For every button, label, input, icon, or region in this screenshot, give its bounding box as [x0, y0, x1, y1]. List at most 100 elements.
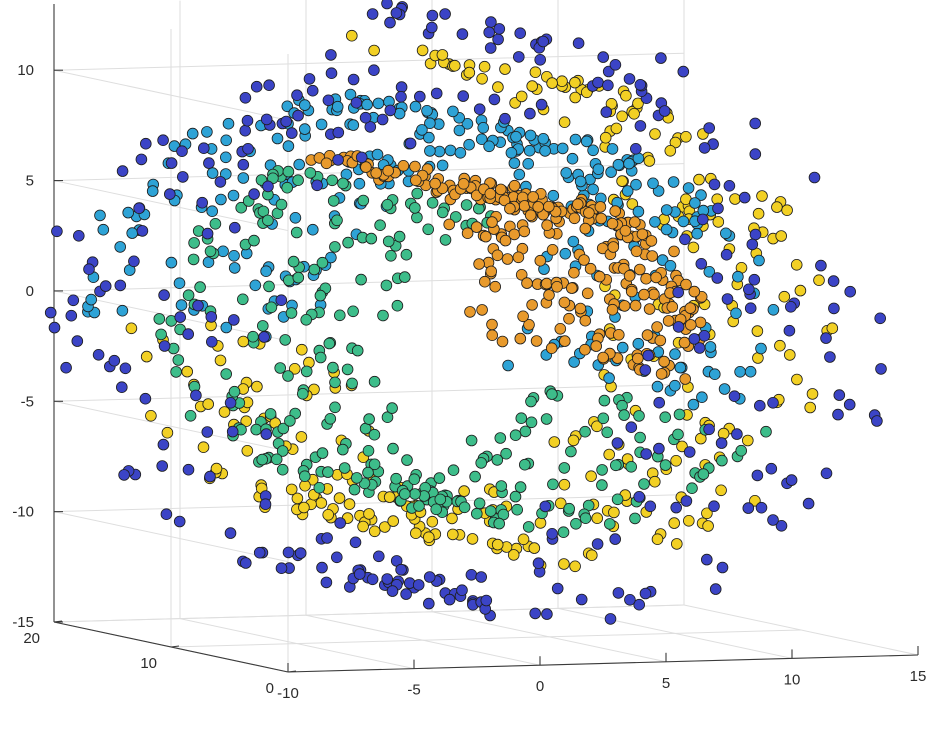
data-point: [807, 389, 818, 400]
data-point: [605, 614, 616, 625]
data-point: [261, 429, 272, 440]
data-point: [459, 502, 470, 513]
data-point: [455, 147, 466, 158]
data-point: [649, 289, 660, 300]
data-point: [458, 178, 469, 189]
data-point: [559, 117, 570, 128]
data-point: [444, 219, 455, 230]
data-point: [635, 432, 646, 443]
data-point: [423, 532, 434, 543]
data-point: [52, 226, 63, 237]
data-point: [394, 231, 405, 242]
data-point: [655, 335, 666, 346]
data-point: [624, 270, 635, 281]
data-point: [293, 175, 304, 186]
data-point: [792, 374, 803, 385]
data-point: [321, 158, 332, 169]
data-point: [756, 343, 767, 354]
data-point: [827, 323, 838, 334]
data-point: [542, 220, 553, 231]
data-point: [467, 534, 478, 545]
data-point: [733, 271, 744, 282]
data-point: [530, 67, 541, 78]
data-point: [637, 229, 648, 240]
data-point: [593, 77, 604, 88]
data-point: [385, 105, 396, 116]
data-point: [283, 141, 294, 152]
data-point: [510, 430, 521, 441]
data-point: [251, 424, 262, 435]
data-point: [559, 336, 570, 347]
data-point: [283, 547, 294, 558]
data-point: [607, 218, 618, 229]
data-point: [396, 82, 407, 93]
data-point: [321, 577, 332, 588]
data-point: [140, 138, 151, 149]
data-point: [570, 134, 581, 145]
data-point: [72, 336, 83, 347]
data-point: [617, 342, 628, 353]
data-point: [240, 125, 251, 136]
data-point: [352, 345, 363, 356]
data-point: [471, 222, 482, 233]
data-point: [610, 59, 621, 70]
data-point: [703, 521, 714, 532]
data-point: [378, 310, 389, 321]
data-point: [547, 389, 558, 400]
data-point: [158, 439, 169, 450]
data-point: [332, 101, 343, 112]
data-point: [356, 152, 367, 163]
data-point: [369, 376, 380, 387]
data-point: [377, 114, 388, 125]
data-point: [671, 455, 682, 466]
data-point: [511, 131, 522, 142]
data-point: [705, 342, 716, 353]
data-point: [314, 482, 325, 493]
data-point: [736, 445, 747, 456]
data-point: [364, 509, 375, 520]
data-point: [373, 551, 384, 562]
data-point: [634, 491, 645, 502]
data-point: [459, 486, 470, 497]
data-point: [752, 470, 763, 481]
data-point: [502, 254, 513, 265]
data-point: [369, 429, 380, 440]
data-point: [266, 302, 277, 313]
data-point: [494, 518, 505, 529]
data-point: [784, 350, 795, 361]
data-point: [171, 367, 182, 378]
data-point: [720, 228, 731, 239]
data-point: [45, 307, 56, 318]
data-point: [304, 74, 315, 85]
data-point: [559, 479, 570, 490]
data-point: [396, 91, 407, 102]
data-point: [330, 402, 341, 413]
data-point: [479, 276, 490, 287]
data-point: [116, 382, 127, 393]
data-point: [659, 356, 670, 367]
data-point: [535, 255, 546, 266]
data-point: [626, 286, 637, 297]
data-point: [115, 280, 126, 291]
data-point: [515, 333, 526, 344]
data-point: [669, 246, 680, 257]
data-point: [690, 198, 701, 209]
data-point: [177, 146, 188, 157]
data-point: [512, 504, 523, 515]
data-point: [348, 74, 359, 85]
data-point: [598, 352, 609, 363]
data-point: [685, 303, 696, 314]
data-point: [604, 519, 615, 530]
data-point: [505, 203, 516, 214]
data-point: [115, 242, 126, 253]
data-point: [346, 30, 357, 41]
data-point: [775, 340, 786, 351]
data-point: [257, 454, 268, 465]
data-point: [718, 428, 729, 439]
data-point: [519, 201, 530, 212]
data-point: [630, 300, 641, 311]
data-point: [580, 513, 591, 524]
data-point: [382, 199, 393, 210]
data-point: [761, 426, 772, 437]
